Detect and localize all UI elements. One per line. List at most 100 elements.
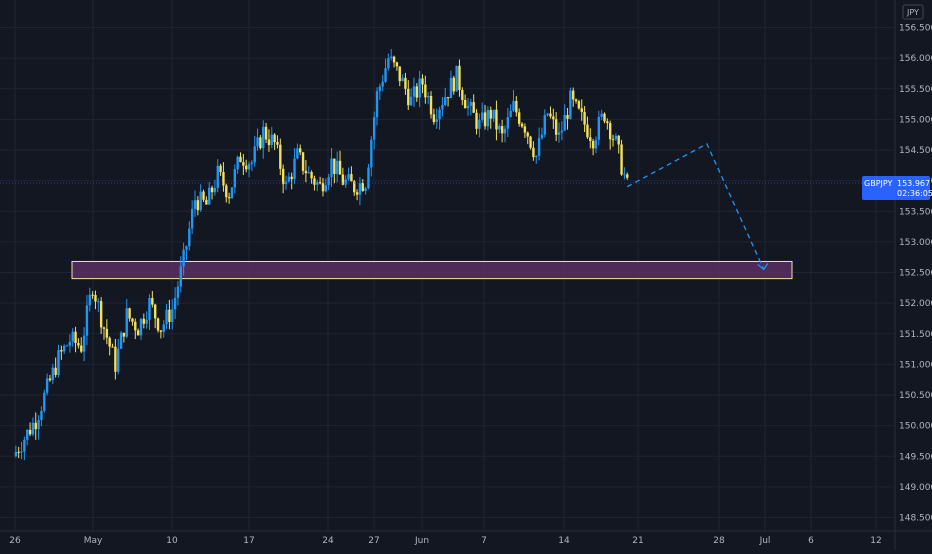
candle	[444, 87, 447, 107]
candle	[378, 83, 382, 100]
candle-body	[242, 162, 245, 166]
y-tick-label: 156.500	[899, 24, 932, 34]
candle	[128, 307, 131, 322]
x-tick-label: May	[84, 536, 103, 546]
x-tick-label: 7	[481, 536, 487, 546]
candle	[384, 58, 387, 83]
projection-arrowhead	[757, 263, 769, 271]
candle-body	[347, 174, 350, 180]
candle	[23, 436, 26, 461]
candle	[85, 295, 89, 346]
candle-body	[350, 174, 353, 182]
candle-body	[412, 86, 416, 97]
candle	[580, 99, 583, 121]
candle	[276, 135, 279, 149]
candle-body	[549, 113, 552, 117]
candle-body	[239, 156, 242, 163]
candle-body	[361, 182, 364, 191]
candle-body	[68, 341, 72, 346]
x-tick-label: 27	[368, 536, 379, 546]
candle-body	[375, 91, 379, 118]
candle-body	[179, 266, 182, 287]
candle	[537, 127, 541, 161]
candle-body	[398, 66, 401, 82]
candle	[148, 294, 151, 331]
candle	[139, 317, 143, 340]
currency-box[interactable]	[902, 4, 924, 20]
candle-body	[472, 102, 475, 113]
time-axis[interactable]: 26 May 10 17 24 27 Jun 7 14 21 28 Jul 6 12	[9, 536, 881, 546]
candle	[273, 133, 276, 150]
candle-body	[620, 144, 623, 175]
candle-body	[577, 101, 581, 109]
candle-body	[327, 177, 330, 186]
candle	[540, 127, 544, 140]
candle-body	[438, 109, 441, 120]
candle-body	[208, 187, 211, 205]
y-tick-label: 153.500	[899, 207, 932, 217]
candle	[239, 152, 242, 163]
candle	[313, 175, 316, 191]
y-tick-label: 152.500	[899, 269, 932, 279]
candle	[202, 189, 205, 203]
candle	[74, 326, 77, 353]
candle-body	[572, 90, 575, 100]
candle-body	[415, 86, 419, 98]
candle	[569, 87, 572, 120]
candle	[412, 77, 416, 107]
candle	[586, 116, 589, 140]
candle-body	[560, 130, 564, 133]
candle	[361, 179, 364, 192]
candle-body	[88, 294, 91, 306]
candle-body	[185, 246, 188, 250]
y-tick-label: 148.500	[899, 514, 932, 524]
candle	[347, 167, 350, 181]
candle-body	[40, 410, 43, 420]
candle-body	[449, 77, 453, 99]
candle-body	[119, 332, 123, 349]
candle-body	[125, 308, 128, 337]
candle	[546, 112, 549, 117]
candle	[193, 190, 197, 217]
x-tick-label: 14	[558, 536, 570, 546]
candle-body	[153, 304, 157, 319]
candle	[233, 164, 237, 194]
candle-body	[222, 172, 225, 186]
candle	[375, 87, 379, 126]
candle	[367, 163, 370, 190]
candle	[401, 74, 404, 82]
candle-body	[506, 117, 510, 129]
candle	[208, 181, 211, 205]
candle	[600, 109, 603, 121]
candle-body	[173, 297, 177, 310]
candle-body	[483, 112, 487, 127]
candle-body	[469, 102, 473, 106]
candle	[270, 126, 273, 149]
y-tick-label: 149.500	[899, 452, 932, 462]
candle	[478, 113, 481, 138]
candle-body	[165, 309, 168, 325]
candle	[426, 92, 430, 105]
candle	[279, 138, 282, 176]
candle-body	[591, 141, 595, 149]
candle	[91, 291, 94, 299]
candle-body	[324, 185, 328, 192]
candle-body	[512, 100, 515, 111]
candle	[390, 49, 393, 61]
candle	[199, 184, 202, 212]
candle	[461, 87, 464, 106]
candle	[51, 363, 55, 385]
candle	[324, 178, 328, 193]
candle	[299, 144, 302, 156]
candle-body	[463, 99, 467, 109]
candle	[608, 120, 612, 150]
candle	[108, 336, 111, 356]
candle	[617, 134, 620, 154]
candle	[552, 108, 555, 129]
candle	[344, 175, 347, 188]
candle-body	[353, 181, 356, 193]
price-tag[interactable]	[862, 176, 930, 200]
candle-body	[355, 192, 359, 195]
